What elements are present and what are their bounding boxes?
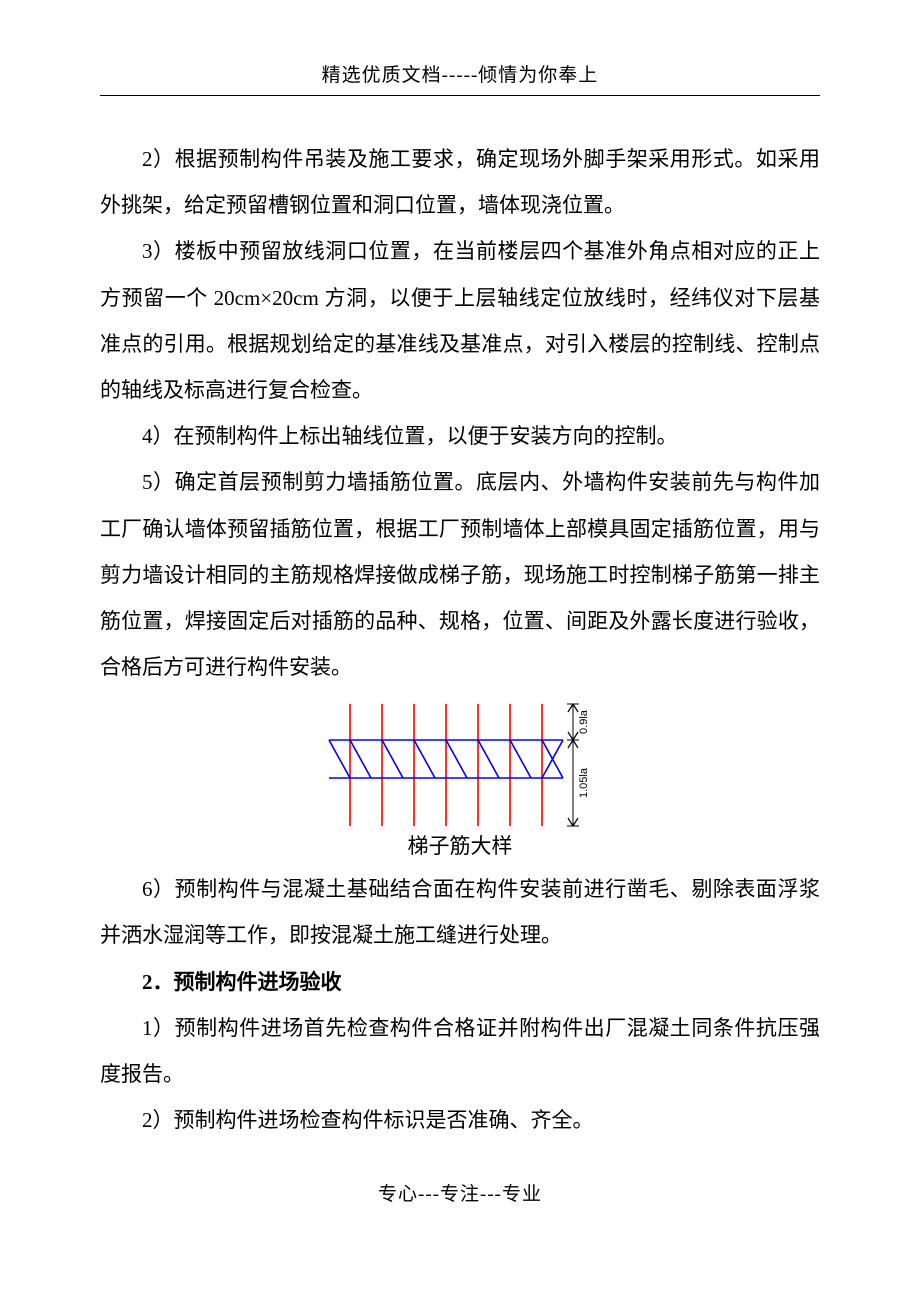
svg-text:0.9la: 0.9la	[578, 709, 590, 734]
ladder-rebar-diagram: 0.9la 1.05la	[325, 700, 595, 830]
paragraph-item-3: 3）楼板中预留放线洞口位置，在当前楼层四个基准外角点相对应的正上方预留一个 20…	[100, 228, 820, 413]
figure-caption: 梯子筋大样	[100, 830, 820, 860]
paragraph-item-6: 6）预制构件与混凝土基础结合面在构件安装前进行凿毛、剔除表面浮浆并洒水湿润等工作…	[100, 866, 820, 958]
svg-text:1.05la: 1.05la	[578, 767, 590, 798]
paragraph-s2-1: 1）预制构件进场首先检查构件合格证并附构件出厂混凝土同条件抗压强度报告。	[100, 1005, 820, 1097]
header-text: 精选优质文档-----倾情为你奉上	[322, 65, 599, 86]
document-page: 精选优质文档-----倾情为你奉上 2）根据预制构件吊装及施工要求，确定现场外脚…	[0, 0, 920, 1302]
footer-text: 专心---专注---专业	[378, 1184, 542, 1205]
paragraph-item-2: 2）根据预制构件吊装及施工要求，确定现场外脚手架采用形式。如采用外挑架，给定预留…	[100, 136, 820, 228]
paragraph-item-5: 5）确定首层预制剪力墙插筋位置。底层内、外墙构件安装前先与构件加工厂确认墙体预留…	[100, 459, 820, 690]
figure-ladder-rebar: 0.9la 1.05la 梯子筋大样	[100, 700, 820, 860]
paragraph-s2-2: 2）预制构件进场检查构件标识是否准确、齐全。	[100, 1097, 820, 1143]
page-header: 精选优质文档-----倾情为你奉上	[100, 60, 820, 96]
paragraph-item-4: 4）在预制构件上标出轴线位置，以便于安装方向的控制。	[100, 413, 820, 459]
page-footer: 专心---专注---专业	[100, 1179, 820, 1206]
section-2-title: 2．预制构件进场验收	[100, 959, 820, 1005]
